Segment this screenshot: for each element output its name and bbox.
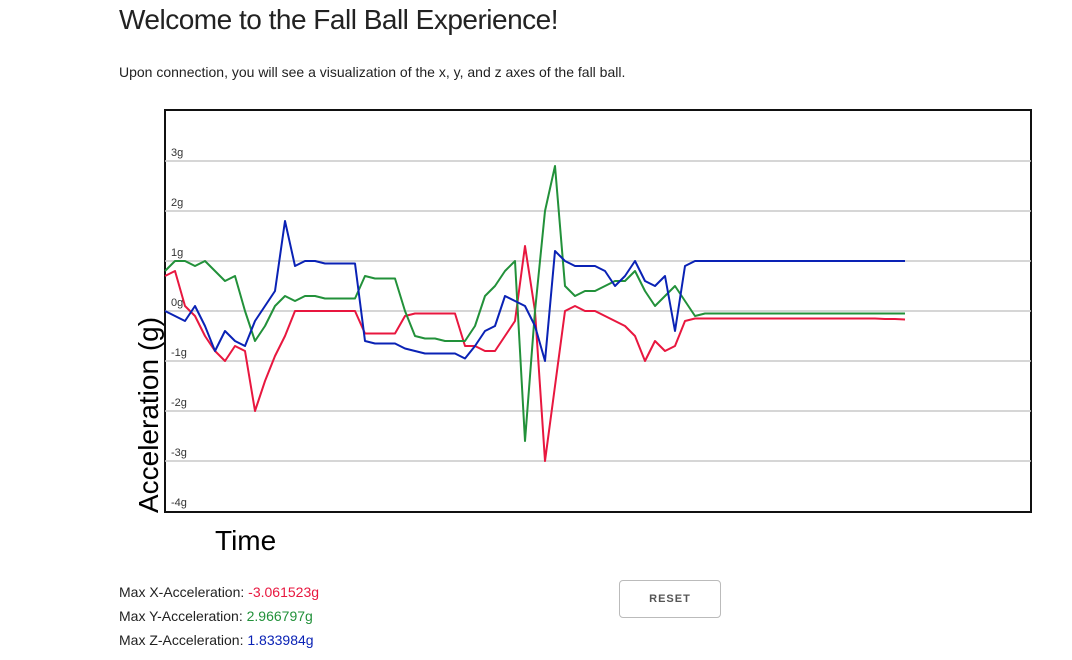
stat-value: -3.061523g [248, 584, 320, 600]
y-axis-label: Acceleration (g) [133, 317, 164, 513]
y-tick-label: 1g [171, 247, 183, 259]
y-tick-label: -2g [171, 397, 187, 409]
stat-label: Max X-Acceleration: [119, 584, 245, 600]
y-tick-label: -3g [171, 447, 187, 459]
reset-button[interactable]: RESET [619, 580, 721, 618]
stat-x: Max X-Acceleration: -3.061523g [119, 584, 319, 600]
chart: Acceleration (g) Time 3g 2g 1g 0g -1g -2g -3g -… [133, 109, 1032, 556]
stat-label: Max Z-Acceleration: [119, 632, 244, 648]
stat-value: 1.833984g [247, 632, 314, 648]
data-line [164, 220, 905, 362]
subtitle: Upon connection, you will see a visualiz… [119, 64, 626, 80]
data-line [164, 165, 905, 442]
y-tick-label: -4g [171, 497, 187, 509]
stat-value: 2.966797g [246, 608, 313, 624]
y-tick-label: -1g [171, 347, 187, 359]
y-tick-label: 3g [171, 147, 183, 159]
stat-label: Max Y-Acceleration: [119, 608, 243, 624]
stat-y: Max Y-Acceleration: 2.966797g [119, 608, 313, 624]
x-axis-label: Time [215, 525, 276, 556]
y-tick-label: 0g [171, 297, 183, 309]
y-tick-label: 2g [171, 197, 183, 209]
stat-z: Max Z-Acceleration: 1.833984g [119, 632, 314, 648]
page-title: Welcome to the Fall Ball Experience! [119, 4, 559, 35]
